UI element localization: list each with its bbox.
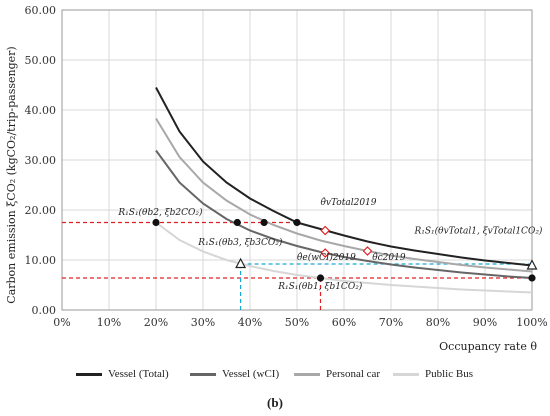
legend-item: Vessel (Total)	[76, 368, 169, 380]
legend-swatch	[393, 372, 419, 376]
data-points	[152, 218, 538, 282]
x-tick-label: 70%	[379, 316, 403, 329]
y-tick-label: 20.00	[25, 204, 57, 217]
annotation-label: R₁S₁(θb1, ξb1CO₂)	[277, 281, 363, 292]
annotation-label: R₁S₁(θb3, ξb3CO₂)	[197, 237, 283, 248]
annotation-label: θ̂e(wCI)2019	[297, 252, 356, 263]
panel-caption: (b)	[267, 395, 283, 410]
annotations: R₁S₁(θb2, ξb2CO₂) θ̂vTotal2019 R₁S₁(θb3, ξ…	[117, 197, 543, 292]
data-point-dot	[152, 218, 160, 227]
x-tick-label: 10%	[97, 316, 121, 329]
series-line	[155, 87, 533, 267]
y-tick-label: 30.00	[25, 154, 57, 167]
x-tick-label: 40%	[238, 316, 262, 329]
legend-item: Vessel (wCI)	[190, 368, 279, 380]
series-line	[155, 117, 533, 273]
legend-label: Public Bus	[425, 368, 473, 380]
data-point-diamond	[320, 225, 331, 236]
x-tick-label: 0%	[53, 316, 70, 329]
series-lines	[155, 87, 533, 294]
y-axis-label: Carbon emission ξCO₂ (kgCO₂/trip-passeng…	[5, 46, 18, 303]
legend-label: Vessel (Total)	[108, 368, 169, 380]
legend-item: Public Bus	[393, 368, 473, 380]
legend-swatch	[190, 372, 216, 376]
series-line	[155, 221, 533, 294]
data-point-dot	[528, 274, 536, 282]
annotation-label: θ̂vTotal2019	[321, 197, 377, 208]
x-tick-label: 100%	[516, 316, 547, 329]
data-point-triangle	[235, 257, 247, 269]
legend-swatch	[76, 372, 102, 376]
x-tick-label: 80%	[426, 316, 450, 329]
y-tick-label: 40.00	[25, 104, 57, 117]
data-point-dot	[233, 218, 241, 227]
y-tick-label: 0.00	[32, 304, 57, 317]
data-point-triangle	[526, 259, 538, 270]
data-point-dot	[260, 218, 268, 227]
series-line	[155, 149, 533, 279]
annotation-label: R₁S₁(θb2, ξb2CO₂)	[117, 207, 203, 218]
data-point-dot	[293, 218, 301, 227]
x-tick-label: 60%	[332, 316, 356, 329]
y-tick-label: 60.00	[25, 4, 57, 17]
legend-label: Personal car	[326, 368, 381, 380]
data-point-diamond	[320, 248, 331, 258]
axes: 0% 10% 20% 30% 40% 50% 60% 70% 80% 90% 100% 0.00 10.…	[25, 4, 548, 329]
legend-swatch	[294, 372, 320, 376]
y-tick-label: 50.00	[25, 54, 57, 67]
legend-label: Vessel (wCI)	[222, 368, 280, 380]
legend: Vessel (Total) Vessel (wCI) Personal car…	[0, 368, 550, 384]
y-tick-label: 10.00	[25, 254, 57, 267]
data-point-diamond	[362, 246, 373, 256]
annotation-label: R₁S₁(θvTotal1, ξvTotal1CO₂)	[414, 226, 543, 237]
reference-lines	[62, 221, 532, 310]
x-tick-label: 20%	[144, 316, 168, 329]
annotation-label: θ̂c2019	[372, 252, 406, 263]
data-point-dot	[316, 274, 325, 282]
legend-item: Personal car	[294, 368, 380, 380]
x-axis-label: Occupancy rate θ	[439, 340, 537, 353]
x-tick-label: 90%	[473, 316, 497, 329]
x-tick-label: 50%	[285, 316, 309, 329]
plot-border	[61, 9, 533, 311]
x-tick-label: 30%	[191, 316, 215, 329]
